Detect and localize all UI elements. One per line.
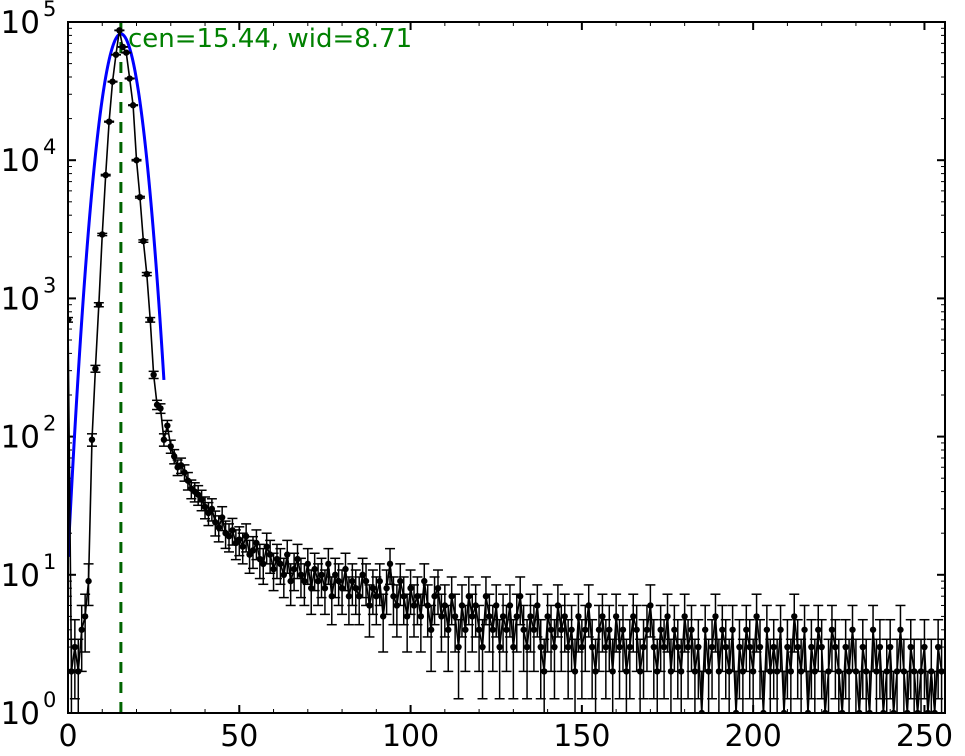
x-tick-label: 100 — [382, 719, 439, 754]
fit-parameter-annotation: cen=15.44, wid=8.71 — [128, 24, 412, 54]
svg-text:0: 0 — [43, 688, 56, 712]
svg-text:4: 4 — [43, 135, 56, 159]
fit-annotation-text: cen=15.44, wid=8.71 — [128, 24, 412, 54]
svg-text:10: 10 — [1, 420, 40, 456]
svg-text:10: 10 — [1, 696, 40, 732]
svg-text:10: 10 — [1, 558, 40, 594]
x-tick-label: 150 — [553, 719, 610, 754]
gaussian-fit-curve — [68, 32, 166, 557]
y-tick-label: 10 1 — [1, 550, 57, 594]
svg-text:1: 1 — [43, 550, 56, 574]
y-tick-label: 10 3 — [1, 273, 57, 317]
y-tick-label: 10 2 — [1, 412, 57, 456]
y-tick-label: 10 5 — [1, 0, 57, 41]
x-axis-tick-labels: 0 50 100 150 200 250 — [58, 719, 953, 754]
svg-text:3: 3 — [43, 273, 56, 297]
y-tick-label: 10 0 — [1, 688, 57, 732]
data-markers — [68, 27, 945, 713]
svg-text:10: 10 — [1, 281, 40, 317]
x-tick-label: 250 — [896, 719, 953, 754]
x-tick-label: 50 — [220, 719, 258, 754]
plot-frame — [67, 21, 946, 714]
y-tick-label: 10 4 — [1, 135, 57, 179]
data-connecting-line — [68, 30, 943, 713]
plot-background — [68, 22, 945, 713]
x-tick-label: 200 — [725, 719, 782, 754]
svg-text:10: 10 — [1, 5, 40, 41]
svg-text:10: 10 — [1, 143, 40, 179]
svg-text:5: 5 — [43, 0, 56, 21]
svg-text:2: 2 — [43, 412, 56, 436]
x-tick-label: 0 — [58, 719, 77, 754]
